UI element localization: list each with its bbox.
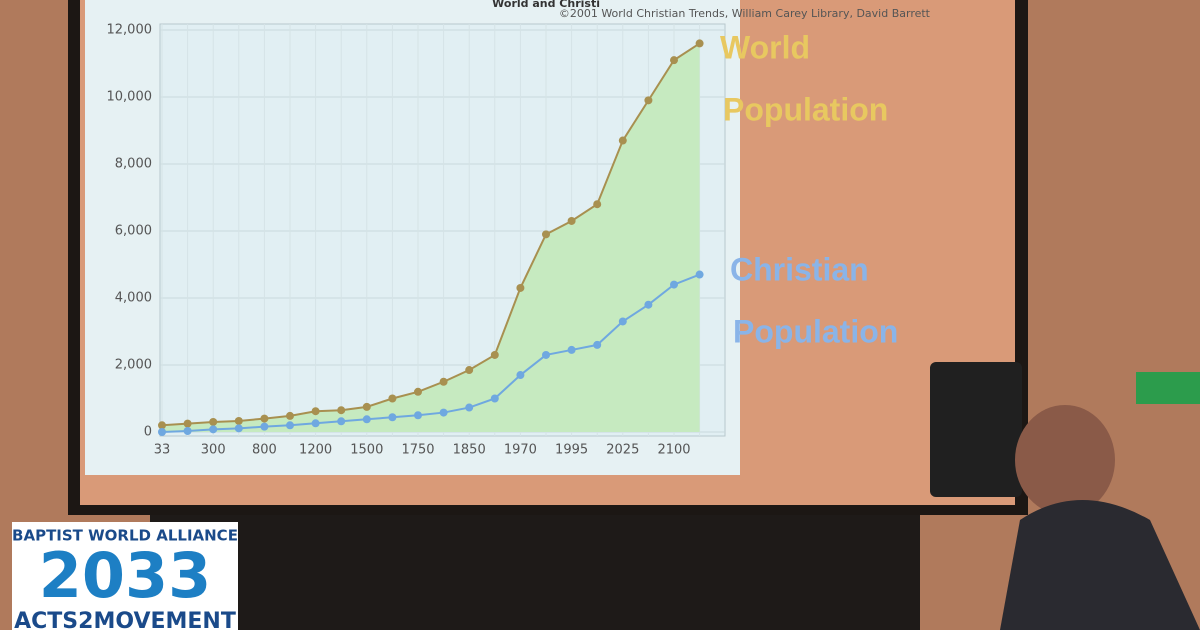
point [542, 230, 550, 239]
point [388, 413, 397, 422]
x-tick-label: 1500 [350, 443, 383, 458]
y-tick-label: 2,000 [115, 358, 152, 373]
point [465, 366, 474, 375]
point [234, 416, 243, 425]
point [618, 317, 627, 326]
speaker [930, 362, 1022, 497]
point [516, 371, 525, 380]
point [490, 394, 499, 403]
point [670, 280, 678, 289]
x-tick-label: 1850 [453, 443, 486, 458]
presenter-body [1000, 500, 1200, 630]
presenter-head [1015, 405, 1115, 515]
point [286, 411, 294, 420]
point [670, 56, 678, 65]
logo-year: 2033 [39, 539, 212, 612]
point [567, 345, 576, 354]
point [183, 426, 192, 435]
x-tick-label: 1750 [401, 443, 434, 458]
logo-movement: ACTS2MOVEMENT [14, 609, 236, 630]
point [158, 421, 166, 430]
x-tick-label: 1200 [299, 443, 332, 458]
x-tick-label: 2025 [606, 443, 639, 458]
point [439, 377, 448, 386]
point [618, 136, 627, 145]
point [337, 417, 346, 426]
point [644, 300, 653, 309]
point [209, 425, 218, 434]
point [644, 96, 653, 105]
y-tick-label: 0 [144, 425, 152, 440]
x-tick-label: 1995 [555, 443, 588, 458]
point [260, 414, 269, 423]
point [490, 350, 499, 359]
y-tick-label: 8,000 [115, 157, 152, 172]
chart-title: World and Christi [492, 0, 600, 10]
x-tick-label: 800 [252, 443, 277, 458]
series-line [161, 42, 701, 427]
point [311, 419, 320, 428]
annotation: Population [733, 313, 898, 349]
annotation: World [720, 29, 810, 65]
logo-box [12, 522, 238, 630]
point [388, 394, 397, 403]
stage [150, 515, 920, 630]
point [593, 340, 602, 349]
x-tick-label: 2100 [657, 443, 690, 458]
y-tick-label: 10,000 [107, 90, 153, 105]
exit-sign [1136, 372, 1200, 404]
logo-org: BAPTIST WORLD ALLIANCE [12, 527, 238, 545]
x-tick-label: 33 [154, 443, 171, 458]
point [439, 408, 448, 417]
point [414, 387, 422, 396]
series-line [161, 273, 700, 433]
point [414, 411, 422, 420]
area [162, 43, 700, 433]
point [286, 421, 294, 430]
y-tick-label: 6,000 [115, 224, 152, 239]
x-tick-label: 300 [201, 443, 226, 458]
point [183, 419, 192, 428]
point [260, 422, 269, 431]
point [209, 417, 218, 426]
point [542, 350, 550, 359]
point [362, 415, 371, 424]
chart-subtitle: ©2001 World Christian Trends, William Ca… [559, 7, 931, 20]
point [311, 407, 320, 416]
point [516, 283, 525, 292]
x-tick-label: 1970 [504, 443, 537, 458]
point [337, 406, 346, 415]
y-tick-label: 12,000 [107, 23, 153, 38]
point [593, 200, 602, 209]
point [362, 402, 371, 411]
annotation: Population [723, 91, 888, 127]
y-tick-label: 4,000 [115, 291, 152, 306]
point [234, 424, 243, 433]
annotation: Christian [730, 251, 869, 287]
point [695, 39, 704, 48]
point [567, 216, 576, 225]
point [695, 270, 704, 279]
point [465, 403, 474, 412]
point [158, 428, 166, 436]
